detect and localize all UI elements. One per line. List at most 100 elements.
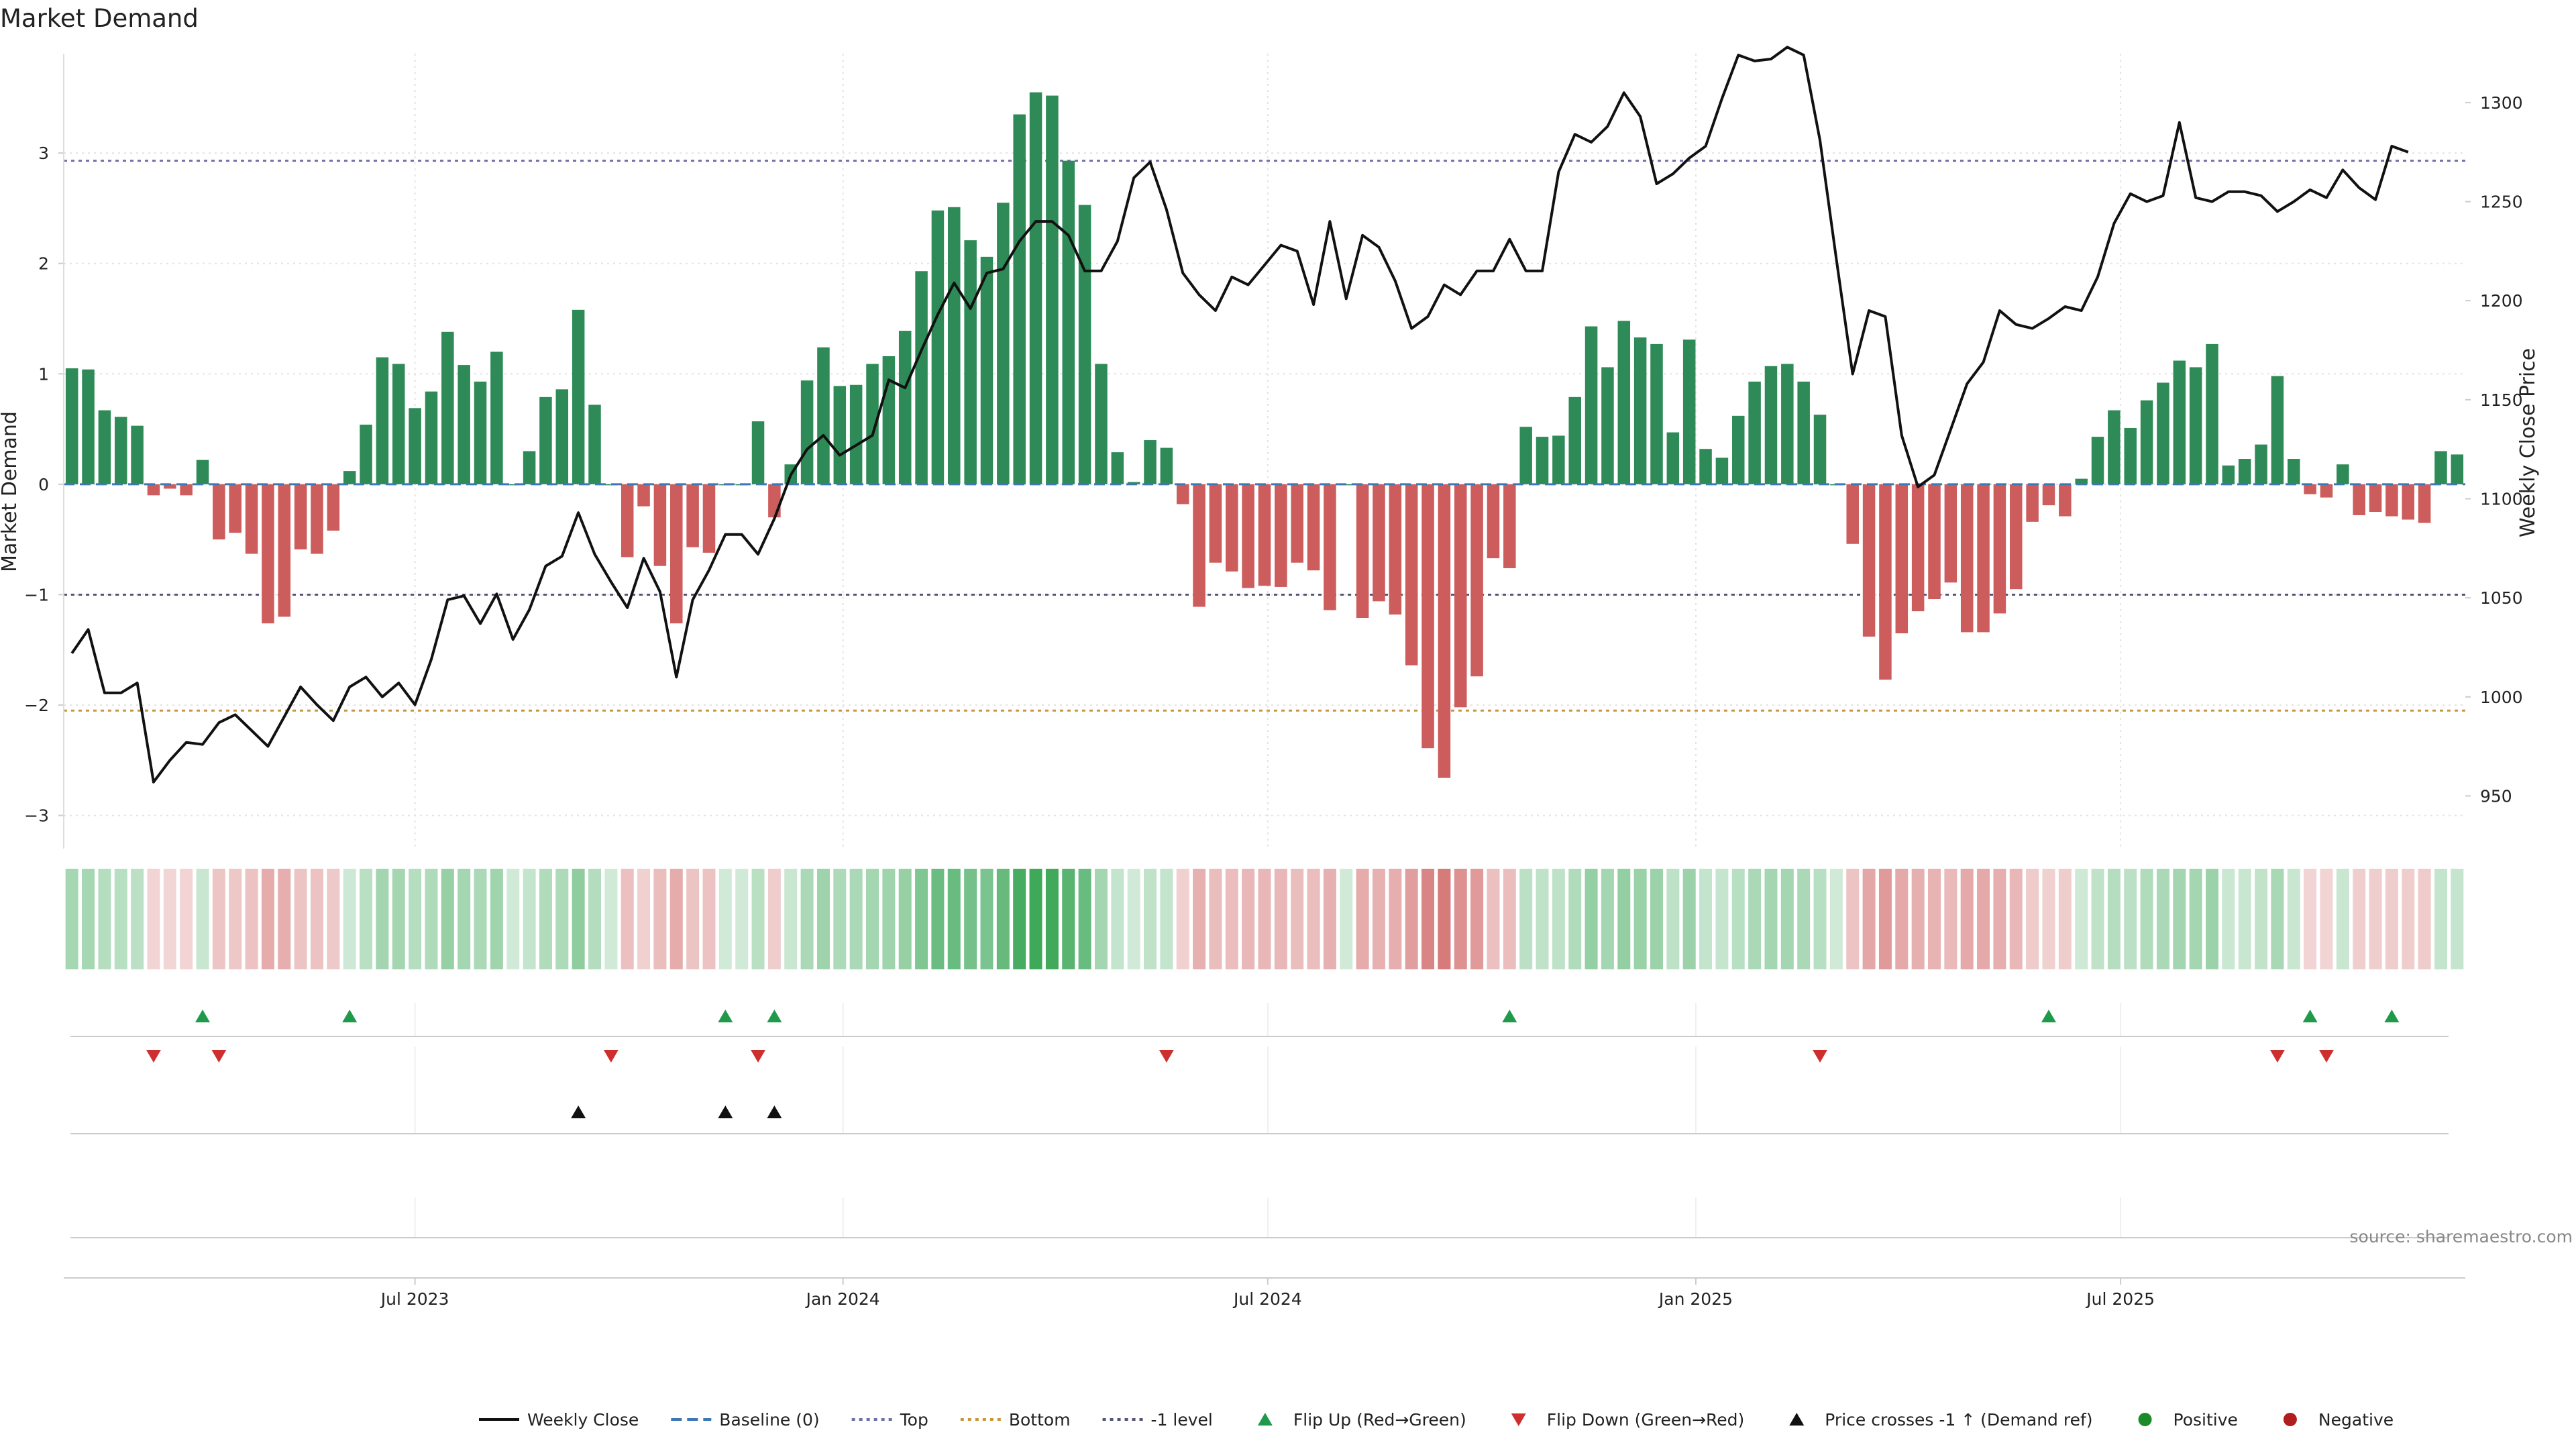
positive-strip-cell xyxy=(2451,869,2464,969)
positive-demand-bar xyxy=(898,331,912,484)
negative-demand-bar xyxy=(670,484,683,624)
positive-demand-bar xyxy=(1715,458,1729,484)
positive-strip-cell xyxy=(1536,869,1549,969)
negative-demand-bar xyxy=(1356,484,1369,619)
negative-strip-cell xyxy=(1944,869,1957,969)
negative-strip-cell xyxy=(2385,869,2398,969)
negative-demand-bar xyxy=(768,484,781,518)
positive-demand-bar xyxy=(2222,465,2235,484)
price-cross-marker xyxy=(571,1106,586,1118)
negative-demand-bar xyxy=(262,484,274,624)
negative-demand-bar xyxy=(1275,484,1287,587)
positive-strip-cell xyxy=(1813,869,1827,969)
negative-strip-cell xyxy=(310,869,323,969)
positive-strip-cell xyxy=(2222,869,2235,969)
positive-demand-bar xyxy=(2140,400,2153,484)
positive-demand-bar xyxy=(1699,449,1712,484)
positive-strip-cell xyxy=(800,869,814,969)
legend-item: Weekly Close xyxy=(479,1410,639,1430)
positive-strip-cell xyxy=(458,869,471,969)
negative-strip-cell xyxy=(1862,869,1876,969)
legend-label: Top xyxy=(900,1410,928,1430)
positive-demand-bar xyxy=(1781,364,1794,484)
positive-strip-cell xyxy=(392,869,405,969)
positive-strip-cell xyxy=(1144,869,1157,969)
x-tick-label: Jul 2024 xyxy=(1232,1289,1302,1309)
legend-swatch-dot-marker xyxy=(2283,1413,2297,1426)
x-axis: Jul 2023 Jan 2024 Jul 2024 Jan 2025 Jul 2025 xyxy=(64,1277,2465,1309)
positive-demand-bar xyxy=(2075,478,2088,484)
positive-demand-bar xyxy=(2206,343,2218,484)
negative-demand-bar xyxy=(1911,484,1925,612)
positive-demand-bar xyxy=(1552,435,1565,484)
right-tick-label: 1300 xyxy=(2480,93,2523,113)
negative-strip-cell xyxy=(1993,869,2006,969)
positive-demand-bar xyxy=(1813,415,1827,484)
positive-strip-cell xyxy=(572,869,585,969)
positive-demand-bar xyxy=(1666,432,1680,484)
legend-item: Price crosses -1 ↑ (Demand ref) xyxy=(1789,1410,2093,1430)
negative-strip-cell xyxy=(1307,869,1320,969)
negative-strip-cell xyxy=(637,869,651,969)
negative-demand-bar xyxy=(1291,484,1303,563)
negative-strip-cell xyxy=(702,869,716,969)
positive-demand-bar xyxy=(360,425,372,484)
positive-demand-bar xyxy=(2124,427,2137,484)
positive-strip-cell xyxy=(2336,869,2349,969)
negative-strip-cell xyxy=(1487,869,1500,969)
right-tick-label: 1250 xyxy=(2480,193,2523,212)
positive-strip-cell xyxy=(947,869,961,969)
left-tick-label: 2 xyxy=(38,254,49,274)
negative-strip-cell xyxy=(1274,869,1287,969)
positive-strip-cell xyxy=(2255,869,2268,969)
positive-demand-bar xyxy=(1127,482,1140,484)
positive-strip-cell xyxy=(588,869,601,969)
positive-demand-bar xyxy=(1062,160,1075,484)
positive-strip-cell xyxy=(996,869,1010,969)
legend-item: Baseline (0) xyxy=(671,1410,820,1430)
positive-strip-cell xyxy=(751,869,765,969)
positive-strip-cell xyxy=(1601,869,1614,969)
negative-demand-bar xyxy=(2320,484,2333,498)
negative-strip-cell xyxy=(1928,869,1941,969)
positive-strip-cell xyxy=(980,869,994,969)
positive-strip-cell xyxy=(1045,869,1059,969)
negative-demand-bar xyxy=(2304,484,2316,494)
negative-strip-cell xyxy=(229,869,242,969)
positive-demand-bar xyxy=(1797,381,1810,484)
negative-demand-bar xyxy=(637,484,650,506)
legend-label: Positive xyxy=(2174,1410,2238,1430)
negative-strip-cell xyxy=(245,869,258,969)
x-tick-label: Jan 2025 xyxy=(1658,1289,1733,1309)
negative-demand-bar xyxy=(2385,484,2398,517)
negative-strip-cell xyxy=(1895,869,1909,969)
negative-demand-bar xyxy=(1879,484,1892,680)
negative-strip-cell xyxy=(2353,869,2366,969)
positive-strip-cell xyxy=(833,869,847,969)
positive-strip-cell xyxy=(931,869,945,969)
negative-strip-cell xyxy=(669,869,683,969)
right-tick-label: 1050 xyxy=(2480,588,2523,608)
negative-strip-cell xyxy=(212,869,225,969)
demand-color-strip xyxy=(65,869,2464,969)
positive-strip-cell xyxy=(1715,869,1729,969)
right-tick-label: 950 xyxy=(2480,786,2512,806)
positive-strip-cell xyxy=(98,869,111,969)
positive-demand-bar xyxy=(474,381,487,484)
positive-strip-cell xyxy=(82,869,95,969)
positive-demand-bar xyxy=(2288,459,2300,484)
negative-demand-bar xyxy=(1373,484,1385,602)
demand-bars xyxy=(64,92,2465,778)
negative-demand-bar xyxy=(1193,484,1205,607)
left-tick-label: −2 xyxy=(24,696,49,715)
positive-strip-cell xyxy=(1617,869,1631,969)
negative-strip-cell xyxy=(621,869,634,969)
flip-up-marker xyxy=(1502,1010,1517,1022)
positive-demand-bar xyxy=(882,356,896,484)
negative-demand-bar xyxy=(1226,484,1238,572)
positive-strip-cell xyxy=(1764,869,1778,969)
flip-up-marker xyxy=(195,1010,211,1022)
negative-demand-bar xyxy=(1438,484,1451,778)
negative-demand-bar xyxy=(1993,484,2006,614)
positive-demand-bar xyxy=(441,331,454,484)
